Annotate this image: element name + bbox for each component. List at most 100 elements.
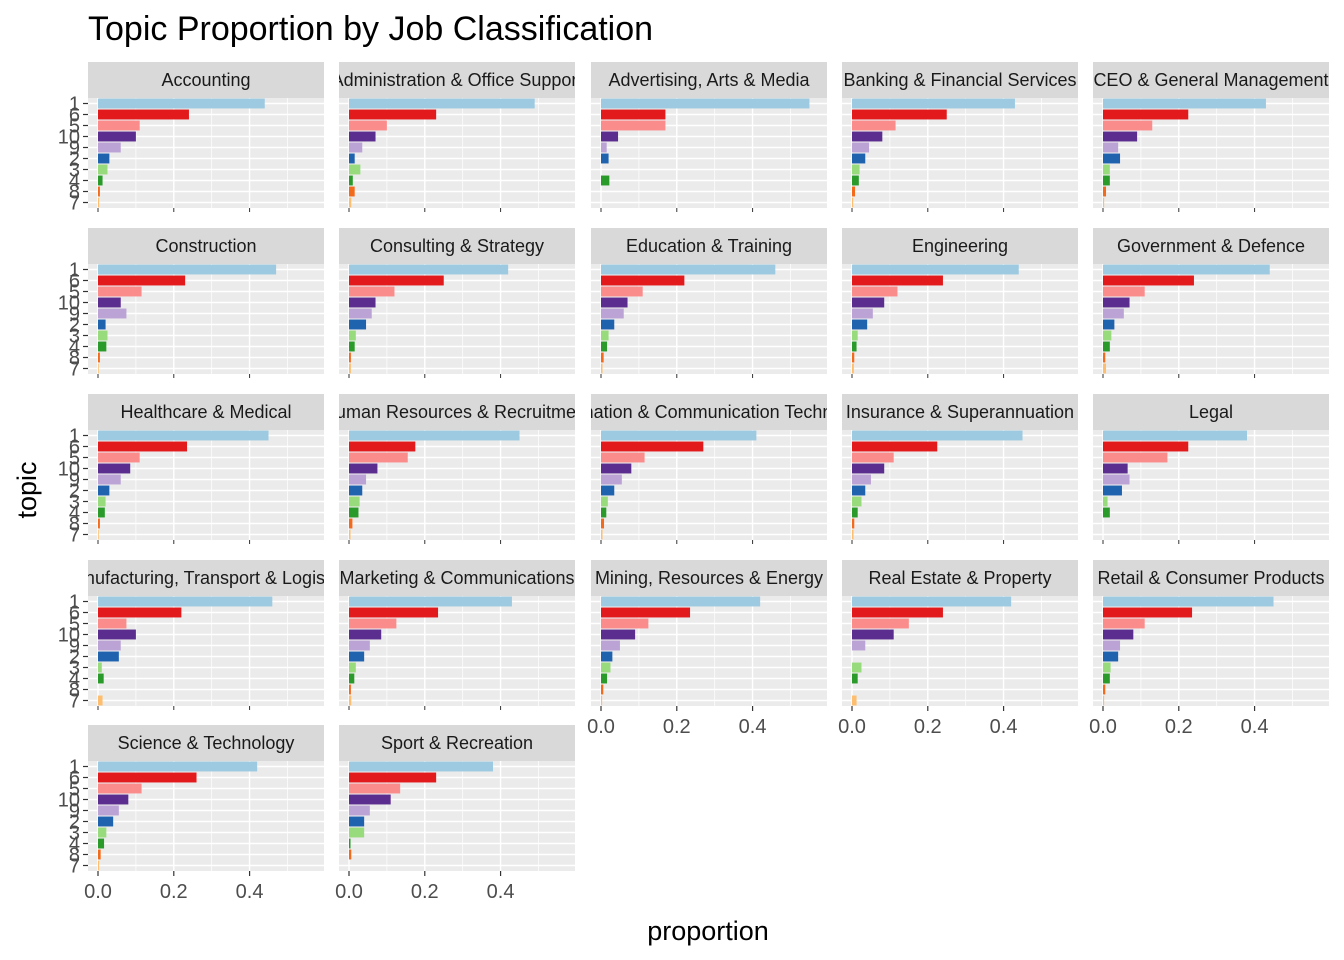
bar-topic-9	[349, 640, 370, 651]
x-tick-label: 0.2	[1165, 716, 1193, 738]
bar-topic-9	[98, 474, 121, 485]
facet-panel: Banking & Financial Services	[842, 62, 1078, 212]
y-tick-label: 9	[69, 470, 80, 492]
bar-topic-6	[98, 441, 188, 452]
bar-topic-3	[852, 330, 858, 341]
bar-topic-1	[852, 430, 1023, 441]
y-tick-label: 4	[69, 337, 80, 359]
bar-topic-8	[349, 186, 355, 197]
facet-panel: Sport & Recreation 0.0 0.2 0.4	[335, 725, 575, 903]
facet-strip-label: Engineering	[912, 236, 1008, 256]
facet-strip	[339, 394, 575, 430]
bar-topic-4	[852, 673, 858, 684]
bar-topic-4	[349, 673, 355, 684]
bar-topic-4	[98, 673, 104, 684]
x-tick-label: 0.4	[236, 881, 264, 903]
bar-topic-3	[852, 496, 862, 507]
y-tick-label: 6	[69, 105, 80, 127]
bar-topic-5	[852, 452, 894, 463]
bar-topic-10	[349, 794, 391, 805]
bar-topic-4	[98, 507, 105, 518]
bar-topic-5	[852, 618, 909, 629]
y-tick-label: 2	[69, 481, 80, 503]
bar-topic-5	[1103, 286, 1145, 297]
y-tick-label: 2	[69, 812, 80, 834]
y-tick-label: 7	[69, 691, 80, 713]
bar-topic-7	[601, 695, 603, 706]
bar-topic-8	[1103, 186, 1107, 197]
bar-topic-5	[1103, 618, 1145, 629]
bar-topic-6	[852, 607, 943, 618]
bar-topic-10	[98, 463, 131, 474]
bar-topic-2	[601, 485, 615, 496]
bar-topic-9	[601, 640, 620, 651]
x-tick-label: 0.2	[914, 716, 942, 738]
bar-topic-8	[349, 684, 351, 695]
bar-topic-6	[349, 441, 416, 452]
bar-topic-2	[1103, 651, 1119, 662]
bar-topic-8	[98, 518, 100, 529]
bar-topic-3	[98, 330, 108, 341]
facet-strip	[1093, 62, 1329, 98]
bar-topic-6	[601, 275, 685, 286]
bar-topic-4	[852, 341, 857, 352]
bar-topic-1	[349, 430, 520, 441]
bar-topic-1	[1103, 98, 1266, 109]
bar-topic-4	[1103, 341, 1110, 352]
facet-strip-label: Accounting	[161, 70, 250, 90]
bar-topic-4	[1103, 175, 1110, 186]
bar-topic-2	[852, 319, 868, 330]
bar-topic-1	[852, 98, 1015, 109]
bar-topic-4	[852, 507, 858, 518]
bar-topic-2	[349, 816, 365, 827]
bar-topic-6	[98, 772, 197, 783]
facet-panel: Education & Training	[591, 228, 827, 378]
bar-topic-6	[852, 275, 943, 286]
facet-strip-label: CEO & General Management	[1093, 70, 1328, 90]
facet-strip-label: Science & Technology	[118, 733, 295, 753]
bar-topic-10	[98, 297, 121, 308]
bar-topic-3	[98, 496, 106, 507]
bar-topic-6	[601, 109, 666, 120]
y-tick-label: 2	[69, 647, 80, 669]
bar-topic-3	[852, 662, 862, 673]
bar-topic-10	[601, 131, 619, 142]
bar-topic-3	[852, 164, 860, 175]
bar-topic-1	[1103, 596, 1274, 607]
bar-topic-8	[1103, 352, 1106, 363]
bar-topic-10	[1103, 131, 1138, 142]
y-tick-label: 3	[69, 326, 80, 348]
facet-panel: Administration & Office Support	[339, 62, 575, 212]
bar-topic-10	[349, 629, 382, 640]
facet-strip-label: Information & Communication Technology	[543, 402, 876, 422]
y-tick-label: 3	[69, 160, 80, 182]
bar-topic-7	[349, 695, 352, 706]
facet-strip-label: Education & Training	[626, 236, 792, 256]
bar-topic-10	[1103, 629, 1134, 640]
bar-topic-10	[98, 131, 136, 142]
bar-topic-2	[1103, 319, 1115, 330]
bar-topic-2	[852, 153, 866, 164]
bar-topic-6	[98, 607, 182, 618]
bar-topic-2	[98, 816, 114, 827]
x-tick-label: 0.0	[335, 881, 363, 903]
bar-topic-1	[98, 596, 273, 607]
y-tick-label: 5	[69, 282, 80, 304]
y-tick-label: 3	[69, 658, 80, 680]
bar-topic-10	[349, 463, 378, 474]
x-tick-label: 0.4	[487, 881, 515, 903]
facet-strip	[339, 62, 575, 98]
bar-topic-10	[1103, 463, 1128, 474]
facet-strip-label: Government & Defence	[1117, 236, 1305, 256]
bar-topic-9	[852, 308, 873, 319]
facet-strip	[842, 394, 1078, 430]
y-tick-label: 5	[69, 614, 80, 636]
bar-topic-9	[1103, 640, 1121, 651]
facet-strip	[842, 228, 1078, 264]
bar-topic-5	[1103, 452, 1168, 463]
facet-strip-label: Healthcare & Medical	[120, 402, 291, 422]
bar-topic-1	[601, 596, 761, 607]
bar-topic-4	[1103, 507, 1110, 518]
facet-panel: Information & Communication Technology	[543, 394, 876, 544]
